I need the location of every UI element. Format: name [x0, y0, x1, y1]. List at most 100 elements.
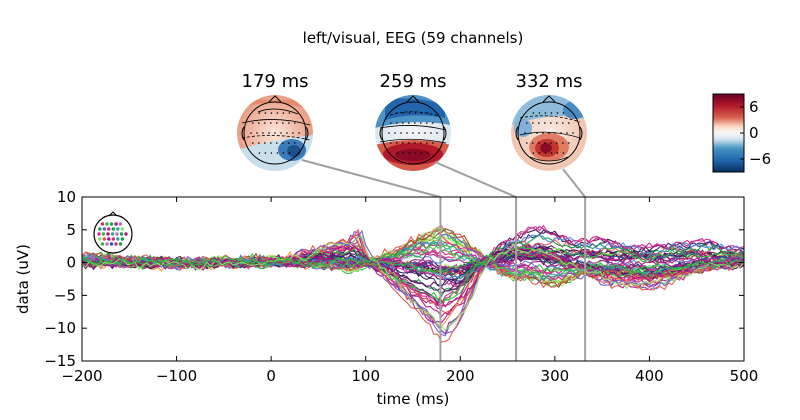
sensor-dot: [258, 152, 261, 154]
sensor-dot: [420, 112, 423, 114]
sensor-dot: [270, 112, 273, 114]
inset-sensor-dot: [97, 232, 101, 236]
sensor-dot: [276, 142, 278, 144]
sensor-dot: [394, 132, 396, 134]
y-axis-label: data (uV): [14, 244, 32, 314]
x-tick-label: 300: [541, 367, 570, 385]
y-tick-label: 5: [66, 221, 76, 239]
sensor-dot: [544, 152, 547, 154]
sensor-dot: [562, 112, 565, 114]
sensor-dot: [536, 132, 538, 134]
sensor-dot: [396, 152, 399, 154]
sensor-dot: [264, 152, 267, 154]
sensor-dot: [294, 142, 296, 144]
inset-sensor-dot: [98, 237, 102, 241]
sensor-dot: [532, 142, 534, 144]
topomap-label-332: 332 ms: [516, 71, 583, 92]
inset-sensor-dot: [120, 237, 125, 241]
sensor-dot: [556, 152, 559, 154]
sensor-dot: [408, 112, 411, 114]
sensor-dot: [288, 122, 290, 124]
sensor-dot: [282, 142, 284, 144]
x-tick-label: 200: [446, 367, 475, 385]
inset-sensor-dot: [100, 222, 105, 226]
sensor-dot: [414, 152, 417, 154]
inset-sensor-dot: [114, 222, 118, 226]
x-tick-label: −200: [61, 367, 102, 385]
sensor-dot: [524, 132, 526, 134]
sensor-dot: [276, 122, 278, 124]
inset-sensor-dot: [116, 237, 120, 241]
sensor-dot: [270, 152, 273, 154]
sensor-dot: [532, 122, 534, 124]
colorbar-tick-label: −6: [749, 150, 771, 168]
y-tick-label: 10: [57, 188, 76, 206]
sensor-dot: [292, 132, 294, 134]
inset-sensor-dot: [116, 227, 120, 231]
topomap-connectors: [301, 159, 586, 198]
sensor-dot: [408, 122, 410, 124]
sensor-dot: [526, 142, 528, 144]
x-tick-label: 0: [266, 367, 276, 385]
inset-sensor-dot: [107, 227, 111, 231]
sensor-dot: [288, 152, 291, 154]
inset-sensor-dot: [110, 232, 115, 236]
sensor-dot: [532, 112, 535, 114]
topomap-332: [511, 95, 587, 171]
x-tick-label: 100: [351, 367, 380, 385]
sensor-dot: [396, 142, 398, 144]
sensor-dot: [526, 122, 528, 124]
sensor-dot: [424, 132, 426, 134]
sensor-dot: [402, 112, 405, 114]
sensor-dot: [426, 122, 428, 124]
sensor-dot: [556, 142, 558, 144]
sensor-dot: [432, 142, 434, 144]
sensor-dot: [286, 132, 288, 134]
inset-sensor-dot: [105, 242, 109, 246]
sensor-dot: [270, 142, 272, 144]
sensor-dot: [396, 122, 398, 124]
channel-trace: [82, 242, 744, 277]
channel-trace: [82, 245, 744, 308]
sensor-dot: [560, 132, 562, 134]
y-tick-label: −5: [54, 286, 76, 304]
sensor-dot: [412, 132, 414, 134]
sensor-dot: [550, 152, 553, 154]
sensor-dot: [262, 132, 264, 134]
sensor-dot: [258, 142, 260, 144]
sensor-dot: [554, 132, 556, 134]
sensor-dot: [388, 132, 390, 134]
inset-sensor-dot: [106, 232, 110, 236]
sensor-dot: [264, 142, 266, 144]
channel-trace: [82, 246, 744, 274]
sensor-dot: [420, 152, 423, 154]
y-tick-label: −10: [44, 319, 76, 337]
sensor-dot: [400, 132, 402, 134]
sensor-dot: [264, 122, 266, 124]
sensor-dot: [562, 122, 564, 124]
sensor-dot: [270, 122, 272, 124]
sensor-dot: [550, 112, 553, 114]
sensor-dot: [538, 142, 540, 144]
sensor-dot: [430, 132, 432, 134]
sensor-dot: [556, 112, 559, 114]
sensor-dot: [276, 112, 279, 114]
sensor-dot: [414, 122, 416, 124]
sensor-dot: [408, 152, 411, 154]
sensor-dot: [544, 122, 546, 124]
x-axis-label: time (ms): [377, 390, 450, 408]
sensor-dot: [282, 112, 285, 114]
x-tick-label: −100: [156, 367, 197, 385]
sensor-dot: [280, 132, 282, 134]
sensor-dot: [402, 122, 404, 124]
channel-trace: [82, 235, 744, 331]
sensor-dot: [396, 112, 399, 114]
inset-sensor-dot: [118, 222, 123, 226]
sensor-dot: [282, 152, 285, 154]
sensor-dot: [436, 132, 438, 134]
colorbar-tick-label: 0: [749, 124, 759, 142]
sensor-dot: [532, 152, 535, 154]
topomap-label-259: 259 ms: [380, 71, 447, 92]
sensor-dot: [568, 122, 570, 124]
